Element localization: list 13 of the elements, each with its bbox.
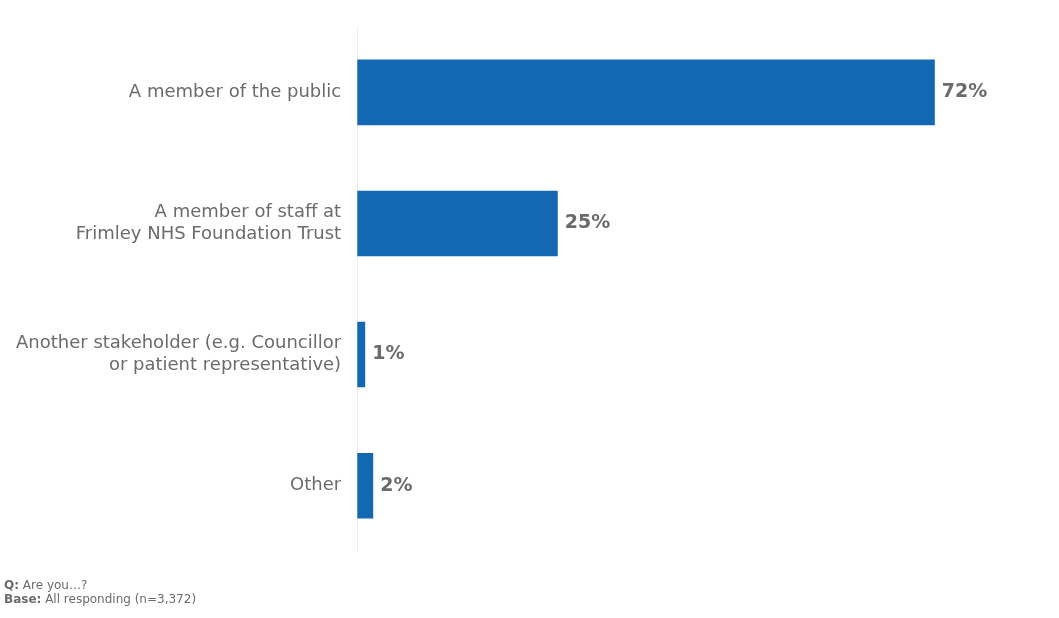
y-tick-label: A member of staff at Frimley NHS Foundation Trust <box>75 200 342 243</box>
data-label: 72% <box>941 79 988 102</box>
bar <box>357 190 558 257</box>
bar <box>357 452 374 519</box>
data-label: 25% <box>564 210 611 233</box>
text: Base: All responding (n=3,372) <box>4 592 198 606</box>
y-tick-label: A member of the public <box>128 80 342 102</box>
bar <box>357 59 935 126</box>
data-label: 1% <box>372 341 405 364</box>
y-tick-label: Other <box>290 473 342 495</box>
text: Q: Are you…? <box>4 578 89 592</box>
y-tick-label: Another stakeholder (e.g. Councillor or patient representative) <box>15 331 342 375</box>
data-label: 2% <box>380 472 413 495</box>
